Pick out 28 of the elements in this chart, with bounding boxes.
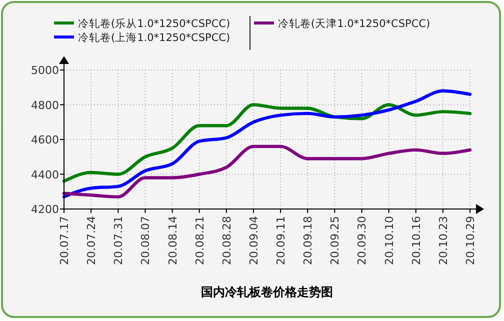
x-tick-label: 20.08.07 xyxy=(139,216,152,265)
x-tick-label: 20.09.11 xyxy=(274,216,288,265)
legend-label: 冷轧卷(上海1.0*1250*CSPCC) xyxy=(78,31,230,44)
y-tick-label: 4200 xyxy=(31,203,59,216)
x-tick-label: 20.09.04 xyxy=(247,216,260,265)
x-tick-label: 20.09.25 xyxy=(328,216,342,265)
y-tick-label: 4400 xyxy=(31,168,59,182)
x-tick-label: 20.07.17 xyxy=(58,216,71,265)
x-tick-label: 20.10.23 xyxy=(436,216,450,265)
line-series xyxy=(62,89,472,198)
line-series xyxy=(62,103,472,183)
x-tick-label: 20.08.28 xyxy=(220,216,234,265)
text: 国内冷轧板卷价格走势图 xyxy=(201,285,333,299)
x-tick-label: 20.09.18 xyxy=(302,216,315,265)
legend-label: 冷轧卷(乐从1.0*1250*CSPCC) xyxy=(78,17,230,30)
x-tick-label: 20.08.14 xyxy=(166,216,180,265)
y-tick-label: 4800 xyxy=(31,98,59,112)
y-tick-label: 5000 xyxy=(31,64,59,77)
x-tick-label: 20.10.29 xyxy=(464,216,477,265)
x-tick-label: 20.10.16 xyxy=(410,216,423,265)
x-tick-label: 20.10.10 xyxy=(382,216,396,265)
y-tick-label: 4600 xyxy=(31,134,59,146)
x-tick-label: 20.07.31 xyxy=(112,216,126,265)
x-tick-label: 20.09.30 xyxy=(356,216,369,265)
x-tick-label: 20.08.21 xyxy=(193,216,206,265)
x-tick-label: 20.07.24 xyxy=(85,216,98,265)
line-series xyxy=(62,144,472,198)
legend-label: 冷轧卷(天津1.0*1250*CSPCC) xyxy=(278,17,430,30)
